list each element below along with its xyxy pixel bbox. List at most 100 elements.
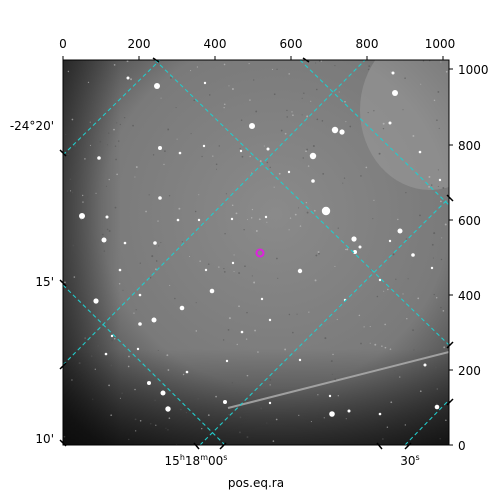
noise-speck — [254, 329, 256, 332]
noise-speck — [160, 241, 162, 244]
noise-speck — [299, 225, 302, 227]
noise-speck — [334, 378, 337, 381]
noise-speck — [71, 379, 73, 381]
noise-speck — [93, 114, 96, 116]
noise-speck — [174, 297, 176, 300]
noise-speck — [67, 153, 69, 156]
noise-speck — [94, 368, 96, 370]
noise-speck — [432, 257, 434, 259]
noise-speck — [269, 378, 272, 381]
noise-speck — [155, 260, 158, 262]
noise-speck — [231, 204, 234, 206]
noise-speck — [218, 145, 220, 147]
noise-speck — [269, 384, 271, 386]
star — [158, 196, 162, 200]
noise-speck — [218, 266, 220, 268]
noise-speck — [260, 407, 263, 410]
star — [347, 409, 351, 413]
noise-speck — [195, 330, 198, 332]
noise-speck — [413, 349, 415, 351]
noise-speck — [244, 265, 246, 268]
noise-speck — [165, 427, 167, 429]
noise-speck — [103, 250, 106, 252]
noise-speck — [294, 213, 297, 216]
noise-speck — [382, 128, 385, 130]
noise-speck — [437, 169, 439, 171]
noise-speck — [343, 177, 346, 179]
noise-speck — [342, 182, 344, 184]
noise-speck — [384, 346, 387, 349]
noise-speck — [301, 97, 303, 99]
noise-speck — [223, 63, 226, 66]
noise-speck — [305, 150, 307, 153]
star — [118, 268, 122, 272]
noise-speck — [412, 367, 414, 369]
noise-speck — [250, 217, 253, 219]
star — [423, 363, 427, 367]
right-tick-label: 200 — [458, 364, 481, 378]
noise-speck — [334, 65, 336, 67]
noise-speck — [399, 376, 401, 378]
noise-speck — [176, 138, 178, 140]
noise-speck — [169, 284, 171, 286]
noise-speck — [170, 77, 172, 79]
noise-speck — [78, 362, 81, 365]
noise-speck — [296, 313, 298, 315]
noise-speck — [251, 172, 253, 174]
noise-speck — [412, 134, 415, 137]
noise-speck — [318, 252, 320, 255]
noise-speck — [87, 196, 89, 198]
star — [165, 406, 171, 412]
star — [309, 152, 317, 160]
star — [329, 411, 335, 417]
noise-speck — [151, 255, 154, 258]
noise-speck — [182, 373, 185, 376]
noise-speck — [440, 306, 442, 309]
noise-speck — [302, 157, 304, 159]
noise-speck — [405, 192, 407, 194]
noise-speck — [369, 342, 371, 344]
noise-speck — [381, 438, 384, 440]
noise-speck — [276, 257, 278, 260]
noise-speck — [181, 241, 183, 243]
noise-speck — [372, 218, 374, 220]
noise-speck — [235, 212, 238, 215]
noise-speck — [73, 276, 76, 278]
star — [297, 268, 303, 274]
noise-speck — [233, 254, 235, 256]
noise-speck — [67, 70, 70, 73]
top-axis: 0 200 400 600 800 1000 — [59, 37, 455, 63]
noise-speck — [292, 331, 294, 334]
noise-speck — [95, 192, 97, 194]
star — [287, 170, 291, 174]
noise-speck — [215, 395, 217, 398]
noise-speck — [108, 178, 110, 181]
star — [434, 404, 440, 410]
noise-speck — [154, 399, 156, 402]
noise-speck — [253, 281, 256, 284]
noise-speck — [308, 311, 310, 313]
noise-speck — [99, 140, 102, 143]
noise-speck — [349, 125, 352, 128]
noise-speck — [436, 388, 438, 390]
noise-speck — [84, 337, 86, 339]
noise-speck — [101, 233, 104, 236]
noise-speck — [297, 207, 300, 209]
noise-speck — [314, 279, 317, 282]
noise-speck — [135, 430, 137, 432]
right-tick-label: 1000 — [458, 63, 489, 77]
noise-speck — [381, 345, 383, 347]
star — [249, 123, 255, 129]
star — [93, 298, 99, 304]
top-tick-label: 200 — [128, 37, 151, 51]
noise-speck — [65, 134, 67, 136]
noise-speck — [133, 312, 135, 314]
star — [138, 293, 142, 297]
noise-speck — [373, 110, 375, 112]
noise-speck — [201, 427, 203, 430]
noise-speck — [321, 120, 324, 122]
noise-speck — [303, 92, 305, 94]
noise-speck — [428, 185, 430, 188]
noise-speck — [163, 163, 165, 166]
noise-speck — [313, 209, 316, 212]
